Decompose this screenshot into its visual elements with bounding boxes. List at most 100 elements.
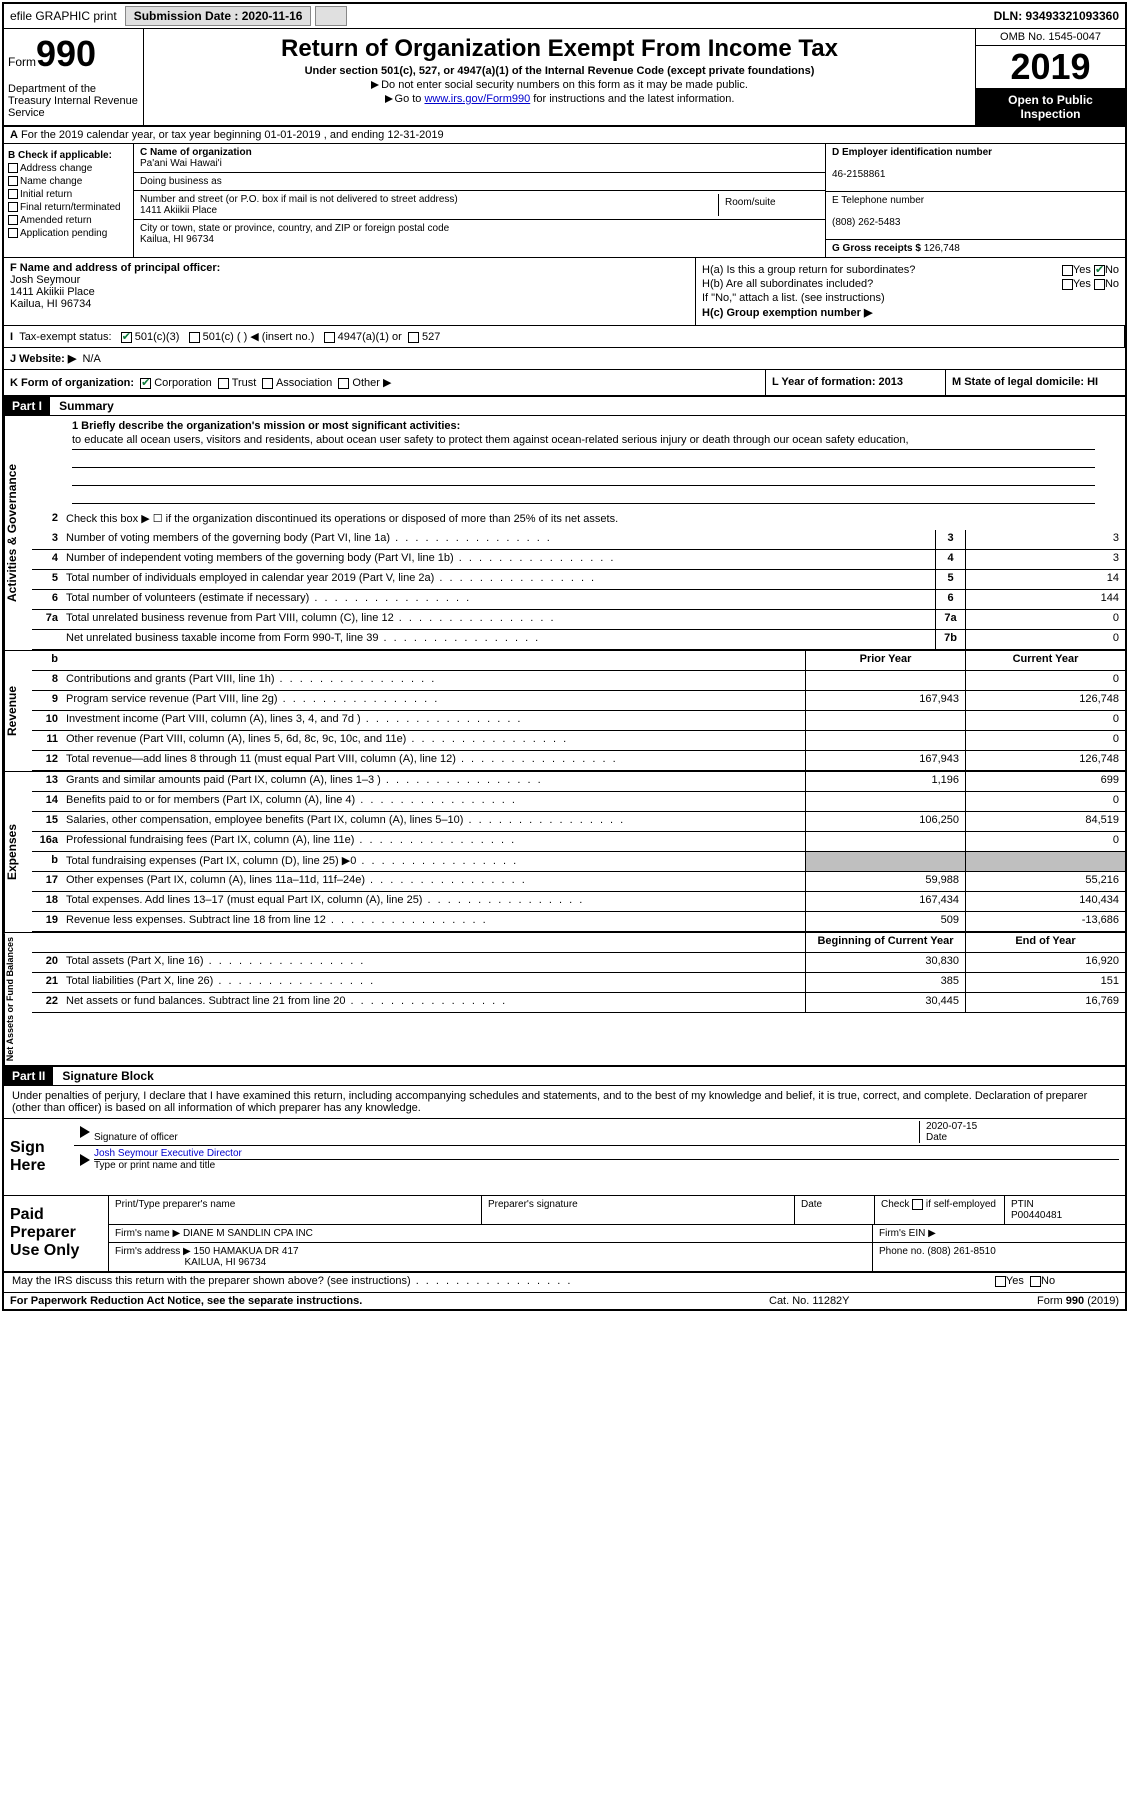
- line-num: 12: [32, 751, 62, 770]
- box-c: C Name of organization Pa'ani Wai Hawai'…: [134, 144, 825, 257]
- c-name-label: C Name of organization: [140, 147, 252, 158]
- activities-governance: Activities & Governance 1 Briefly descri…: [4, 416, 1125, 650]
- website-value: N/A: [82, 353, 100, 365]
- firm-name-label: Firm's name ▶: [115, 1228, 180, 1239]
- checkbox-icon[interactable]: [1062, 279, 1073, 290]
- line-num: 22: [32, 993, 62, 1012]
- gov-line: 5 Total number of individuals employed i…: [32, 570, 1125, 590]
- sign-here-label: Sign Here: [4, 1119, 74, 1195]
- data-line: 17 Other expenses (Part IX, column (A), …: [32, 872, 1125, 892]
- firm-name: DIANE M SANDLIN CPA INC: [183, 1228, 313, 1239]
- form-word: Form: [8, 55, 36, 69]
- opt-address: Address change: [20, 163, 92, 174]
- line-desc: Total fundraising expenses (Part IX, col…: [62, 852, 805, 871]
- current-val: 55,216: [965, 872, 1125, 891]
- prior-val: 167,434: [805, 892, 965, 911]
- line2-text: Check this box ▶ ☐ if the organization d…: [62, 510, 1125, 530]
- line-desc: Revenue less expenses. Subtract line 18 …: [62, 912, 805, 931]
- sig-name-label: Type or print name and title: [94, 1160, 1119, 1171]
- line-num: 14: [32, 792, 62, 811]
- part1-badge: Part I: [4, 397, 50, 415]
- checkbox-icon[interactable]: [189, 332, 200, 343]
- org-name: Pa'ani Wai Hawai'i: [140, 158, 222, 169]
- street-address: 1411 Akiikii Place: [140, 205, 217, 216]
- checkbox-icon[interactable]: [262, 378, 273, 389]
- checkbox-icon[interactable]: [8, 189, 18, 199]
- omb-number: OMB No. 1545-0047: [976, 29, 1125, 46]
- checkbox-icon[interactable]: [324, 332, 335, 343]
- line-num: 18: [32, 892, 62, 911]
- gov-line: 3 Number of voting members of the govern…: [32, 530, 1125, 550]
- line-desc: Other expenses (Part IX, column (A), lin…: [62, 872, 805, 891]
- no-label: No: [1105, 264, 1119, 276]
- checkbox-icon[interactable]: [408, 332, 419, 343]
- line-box: 7b: [935, 630, 965, 649]
- checkbox-icon[interactable]: [1062, 265, 1073, 276]
- checkbox-icon[interactable]: [8, 176, 18, 186]
- current-val: 0: [965, 731, 1125, 750]
- tax-year: 2019: [976, 46, 1125, 89]
- checkbox-icon[interactable]: [1094, 279, 1105, 290]
- discuss-text: May the IRS discuss this return with the…: [4, 1273, 925, 1292]
- other-label: Other ▶: [352, 377, 391, 389]
- checkbox-icon[interactable]: [8, 202, 18, 212]
- line-desc: Benefits paid to or for members (Part IX…: [62, 792, 805, 811]
- dept-label: Department of the Treasury Internal Reve…: [8, 83, 139, 119]
- checkbox-icon[interactable]: [8, 215, 18, 225]
- line-num: 6: [32, 590, 62, 609]
- checkbox-icon[interactable]: [338, 378, 349, 389]
- irs-link[interactable]: www.irs.gov/Form990: [424, 93, 530, 105]
- footer-right: Form 990 (2019): [969, 1295, 1119, 1307]
- row-i: I Tax-exempt status: 501(c)(3) 501(c) ( …: [4, 326, 1125, 348]
- efile-label: efile GRAPHIC print: [4, 7, 123, 25]
- line-desc: Number of voting members of the governin…: [62, 530, 935, 549]
- data-line: 10 Investment income (Part VIII, column …: [32, 711, 1125, 731]
- line-desc: Net assets or fund balances. Subtract li…: [62, 993, 805, 1012]
- checkbox-checked-icon[interactable]: [140, 378, 151, 389]
- part2-header: Part II Signature Block: [4, 1065, 1125, 1086]
- sig-name-link[interactable]: Josh Seymour Executive Director: [94, 1148, 242, 1159]
- checkbox-icon[interactable]: [218, 378, 229, 389]
- section-b-through-g: B Check if applicable: Address change Na…: [4, 144, 1125, 258]
- form-subtitle: Under section 501(c), 527, or 4947(a)(1)…: [148, 65, 971, 77]
- checkbox-icon[interactable]: [1030, 1276, 1041, 1287]
- current-val: 84,519: [965, 812, 1125, 831]
- data-line: 11 Other revenue (Part VIII, column (A),…: [32, 731, 1125, 751]
- current-val: 140,434: [965, 892, 1125, 911]
- line-num: 3: [32, 530, 62, 549]
- row-k: K Form of organization: Corporation Trus…: [4, 370, 1125, 397]
- gov-line: 4 Number of independent voting members o…: [32, 550, 1125, 570]
- data-line: 18 Total expenses. Add lines 13–17 (must…: [32, 892, 1125, 912]
- paid-preparer-block: Paid Preparer Use Only Print/Type prepar…: [4, 1196, 1125, 1273]
- sig-date-label: Date: [926, 1132, 1119, 1143]
- data-line: 15 Salaries, other compensation, employe…: [32, 812, 1125, 832]
- checkbox-icon[interactable]: [8, 228, 18, 238]
- website-label: J Website: ▶: [10, 353, 76, 365]
- data-line: 16a Professional fundraising fees (Part …: [32, 832, 1125, 852]
- checkbox-checked-icon[interactable]: [121, 332, 132, 343]
- current-val: 0: [965, 792, 1125, 811]
- firm-ein-label: Firm's EIN ▶: [873, 1225, 1125, 1242]
- gross-value: 126,748: [924, 243, 960, 254]
- part1-title: Summary: [53, 397, 120, 415]
- blank-button[interactable]: [315, 6, 346, 26]
- current-val: 699: [965, 772, 1125, 791]
- footer-left: For Paperwork Reduction Act Notice, see …: [10, 1295, 769, 1307]
- checkbox-checked-icon[interactable]: [1094, 265, 1105, 276]
- opt-name: Name change: [20, 176, 82, 187]
- ptin-label: PTIN: [1011, 1199, 1034, 1210]
- data-line: 9 Program service revenue (Part VIII, li…: [32, 691, 1125, 711]
- prior-val: 59,988: [805, 872, 965, 891]
- line-num: 13: [32, 772, 62, 791]
- note2-pre: Go to: [395, 93, 425, 105]
- checkbox-icon[interactable]: [995, 1276, 1006, 1287]
- state-domicile: M State of legal domicile: HI: [952, 376, 1098, 388]
- paid-preparer-label: Paid Preparer Use Only: [4, 1196, 109, 1271]
- line-val: 3: [965, 530, 1125, 549]
- checkbox-icon[interactable]: [8, 163, 18, 173]
- blank: [62, 651, 805, 670]
- checkbox-icon[interactable]: [912, 1199, 923, 1210]
- prior-year-hdr: Prior Year: [805, 651, 965, 670]
- submission-date-button[interactable]: Submission Date : 2020-11-16: [125, 6, 312, 26]
- top-bar: efile GRAPHIC print Submission Date : 20…: [4, 4, 1125, 29]
